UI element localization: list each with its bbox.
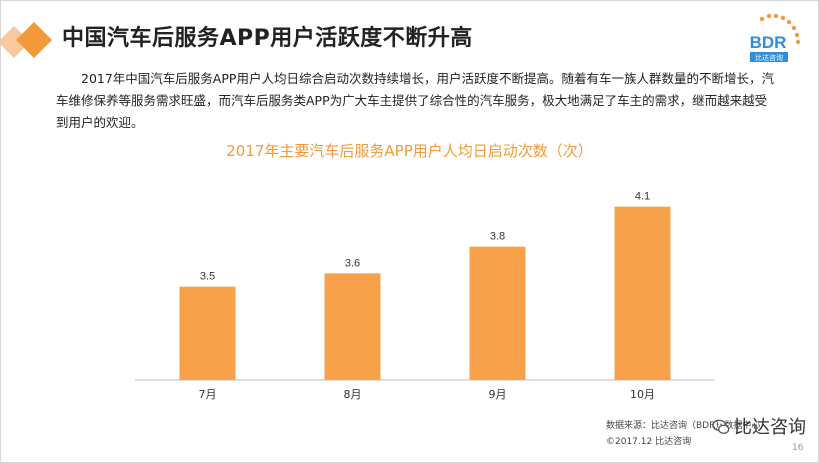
data-label-2: 3.6 bbox=[345, 257, 360, 269]
logo-dots-icon bbox=[759, 13, 801, 45]
page-title: 中国汽车后服务APP用户活跃度不断升高 bbox=[62, 26, 473, 51]
data-label-3: 3.8 bbox=[490, 231, 505, 243]
page-number: 16 bbox=[792, 443, 804, 453]
x-tick-label-2: 8月 bbox=[344, 388, 362, 401]
x-tick-label-3: 9月 bbox=[489, 388, 507, 401]
bar-2 bbox=[324, 273, 381, 380]
bdr-logo: BDR 比达咨询 bbox=[750, 13, 801, 62]
wechat-watermark: 比达咨询 bbox=[712, 413, 806, 439]
source-note: 数据来源：比达咨询（BDR）数据中心 bbox=[606, 421, 761, 431]
data-label-4: 4.1 bbox=[635, 191, 650, 203]
logo-text: BDR bbox=[750, 33, 787, 52]
watermark-text: 比达咨询 bbox=[734, 417, 806, 438]
x-tick-label-1: 7月 bbox=[199, 388, 217, 401]
logo-subtext: 比达咨询 bbox=[755, 53, 783, 62]
title-diamond-icon bbox=[0, 22, 52, 58]
bar-1 bbox=[179, 286, 236, 380]
copyright-note: ©2017.12 比达咨询 bbox=[606, 437, 692, 447]
wechat-icon bbox=[712, 419, 730, 434]
x-tick-label-4: 10月 bbox=[630, 388, 655, 401]
bar-3 bbox=[469, 246, 526, 380]
data-label-1: 3.5 bbox=[200, 271, 215, 283]
bar-4 bbox=[614, 206, 671, 380]
chart-title: 2017年主要汽车后服务APP用户人均日启动次数（次） bbox=[226, 142, 593, 160]
intro-paragraph: 2017年中国汽车后服务APP用户人均日综合启动次数持续增长，用户活跃度不断提高… bbox=[56, 71, 774, 130]
